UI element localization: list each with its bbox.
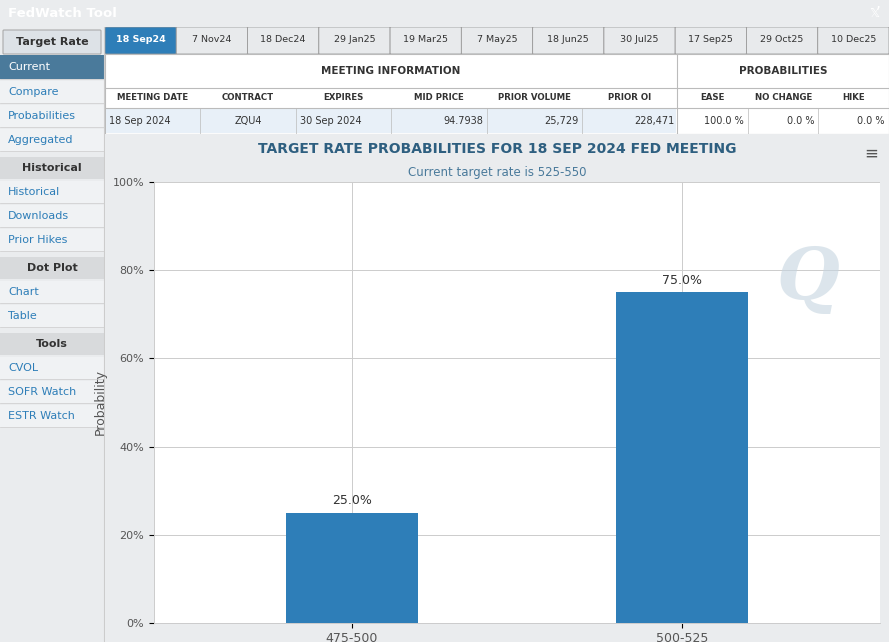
Text: 17 Sep25: 17 Sep25: [688, 35, 733, 44]
Text: 𝕏: 𝕏: [869, 7, 879, 20]
Text: 18 Sep24: 18 Sep24: [116, 35, 165, 44]
Text: EXPIRES: EXPIRES: [324, 92, 364, 101]
Text: FedWatch Tool: FedWatch Tool: [8, 7, 116, 20]
Bar: [0, 157, 104, 179]
Text: 0.0 %: 0.0 %: [858, 116, 885, 126]
Bar: [0, 129, 104, 151]
Text: 100.0 %: 100.0 %: [704, 116, 744, 126]
Bar: [0, 105, 104, 127]
Text: Current target rate is 525-550: Current target rate is 525-550: [408, 166, 586, 179]
Text: 18 Sep 2024: 18 Sep 2024: [109, 116, 171, 126]
Text: PRIOR OI: PRIOR OI: [608, 92, 652, 101]
Bar: [0, 381, 104, 403]
Text: Historical: Historical: [8, 187, 60, 197]
Text: 75.0%: 75.0%: [662, 274, 702, 287]
Text: 25.0%: 25.0%: [332, 494, 372, 507]
Text: Current: Current: [8, 62, 50, 72]
Text: TARGET RATE PROBABILITIES FOR 18 SEP 2024 FED MEETING: TARGET RATE PROBABILITIES FOR 18 SEP 202…: [258, 142, 736, 156]
FancyBboxPatch shape: [105, 27, 176, 54]
Text: 10 Dec25: 10 Dec25: [830, 35, 876, 44]
Text: EASE: EASE: [701, 92, 725, 101]
FancyBboxPatch shape: [604, 27, 675, 54]
Text: Q: Q: [776, 243, 839, 315]
Text: 0.0 %: 0.0 %: [787, 116, 814, 126]
Text: ’: ’: [877, 6, 881, 21]
Text: Chart: Chart: [8, 287, 39, 297]
Text: CONTRACT: CONTRACT: [222, 92, 274, 101]
Text: 7 Nov24: 7 Nov24: [192, 35, 232, 44]
Bar: [0, 55, 104, 79]
Text: 25,729: 25,729: [545, 116, 579, 126]
Text: 7 May25: 7 May25: [477, 35, 517, 44]
Text: NO CHANGE: NO CHANGE: [755, 92, 812, 101]
Text: 18 Jun25: 18 Jun25: [548, 35, 589, 44]
Text: Prior Hikes: Prior Hikes: [8, 235, 68, 245]
Bar: [616, 292, 748, 623]
FancyBboxPatch shape: [533, 27, 604, 54]
Text: 30 Jul25: 30 Jul25: [621, 35, 659, 44]
Bar: [0, 81, 104, 103]
Text: Compare: Compare: [8, 87, 59, 97]
Text: 94.7938: 94.7938: [444, 116, 484, 126]
Bar: [0, 281, 104, 303]
FancyBboxPatch shape: [3, 30, 101, 54]
Bar: [0, 333, 104, 355]
Text: MID PRICE: MID PRICE: [414, 92, 464, 101]
Bar: [0, 305, 104, 327]
Text: ESTR Watch: ESTR Watch: [8, 411, 75, 421]
Bar: [0, 181, 104, 203]
Text: SOFR Watch: SOFR Watch: [8, 387, 76, 397]
Y-axis label: Probability: Probability: [94, 369, 107, 435]
Text: Aggregated: Aggregated: [8, 135, 74, 145]
Bar: [0, 405, 104, 427]
Text: ≡: ≡: [864, 145, 878, 163]
Text: ZQU4: ZQU4: [235, 116, 262, 126]
Bar: [286, 512, 418, 623]
Text: Downloads: Downloads: [8, 211, 69, 221]
Text: 19 Mar25: 19 Mar25: [404, 35, 448, 44]
FancyBboxPatch shape: [818, 27, 889, 54]
Text: 228,471: 228,471: [634, 116, 675, 126]
Bar: [0, 357, 104, 379]
FancyBboxPatch shape: [461, 27, 533, 54]
Text: PROBABILITIES: PROBABILITIES: [739, 65, 828, 76]
Bar: [106, 108, 677, 133]
Text: HIKE: HIKE: [843, 92, 865, 101]
Text: Dot Plot: Dot Plot: [27, 263, 77, 273]
Bar: [0, 229, 104, 251]
Text: 30 Sep 2024: 30 Sep 2024: [300, 116, 362, 126]
FancyBboxPatch shape: [675, 27, 747, 54]
Bar: [0, 205, 104, 227]
FancyBboxPatch shape: [747, 27, 818, 54]
FancyBboxPatch shape: [176, 27, 247, 54]
Text: PRIOR VOLUME: PRIOR VOLUME: [498, 92, 571, 101]
FancyBboxPatch shape: [247, 27, 319, 54]
Bar: [0, 257, 104, 279]
Text: MEETING DATE: MEETING DATE: [117, 92, 188, 101]
FancyBboxPatch shape: [390, 27, 461, 54]
Text: CVOL: CVOL: [8, 363, 38, 373]
Text: Historical: Historical: [22, 163, 82, 173]
Text: Table: Table: [8, 311, 36, 321]
FancyBboxPatch shape: [319, 27, 390, 54]
Text: Probabilities: Probabilities: [8, 111, 76, 121]
Text: Tools: Tools: [36, 339, 68, 349]
Text: Target Rate: Target Rate: [16, 37, 88, 47]
Text: 29 Jan25: 29 Jan25: [333, 35, 375, 44]
Text: 29 Oct25: 29 Oct25: [760, 35, 804, 44]
Text: MEETING INFORMATION: MEETING INFORMATION: [322, 65, 461, 76]
Text: 18 Dec24: 18 Dec24: [260, 35, 306, 44]
